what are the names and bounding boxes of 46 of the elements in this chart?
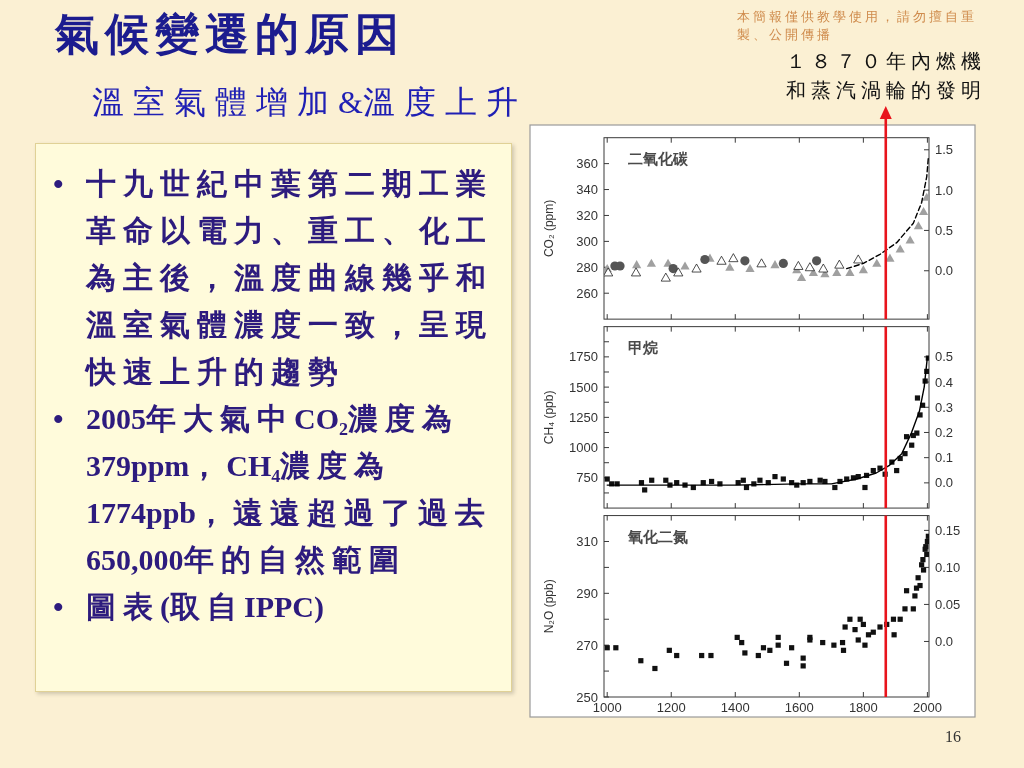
- x-tick-label: 1600: [784, 700, 814, 715]
- y2-tick-label: 0.15: [935, 522, 961, 538]
- y-tick-label: 1500: [569, 379, 598, 395]
- y-tick-label: 320: [576, 208, 598, 224]
- y2-tick-label: 0.0: [935, 634, 954, 650]
- ref-line-label: １８７０年內燃機和蒸汽渦輪的發明: [785, 50, 986, 101]
- y-axis-title: CH₄ (ppb): [542, 390, 556, 445]
- y2-tick-label: 0.3: [935, 399, 954, 415]
- y-tick-label: 270: [576, 637, 598, 653]
- y-tick-label: 1750: [569, 349, 598, 365]
- text: 甲烷: [628, 338, 658, 356]
- y2-tick-label: 0.0: [935, 475, 954, 491]
- text: 氧化二氮: [627, 527, 688, 545]
- x-tick-label: 1800: [848, 700, 878, 715]
- y2-tick-label: 0.1: [935, 450, 954, 466]
- y-tick-label: 1250: [569, 409, 598, 425]
- y2-tick-label: 0.0: [935, 263, 954, 279]
- x-tick-label: 1400: [720, 700, 750, 715]
- y2-tick-label: 0.4: [935, 374, 954, 390]
- y-tick-label: 300: [576, 233, 598, 249]
- y2-tick-label: 1.5: [935, 142, 954, 158]
- x-tick-label: 1000: [592, 700, 622, 715]
- y-tick-label: 310: [576, 534, 598, 550]
- y-tick-label: 280: [576, 259, 598, 275]
- y2-tick-label: 0.05: [935, 596, 961, 612]
- text: 氣候變遷的原因: [55, 10, 405, 59]
- y-axis-title: N₂O (ppb): [542, 579, 556, 634]
- y-axis-title: CO₂ (ppm): [542, 199, 556, 258]
- y2-tick-label: 0.2: [935, 425, 954, 441]
- y-tick-label: 750: [576, 470, 598, 486]
- y2-tick-label: 0.5: [935, 222, 954, 238]
- text: 溫室氣體增加&溫度上升: [92, 84, 527, 120]
- x-tick-label: 2000: [912, 700, 942, 715]
- text: 本簡報僅供教學使用，請勿擅自重製、公開傳播: [737, 9, 977, 42]
- y-tick-label: 260: [576, 285, 598, 301]
- y-tick-label: 340: [576, 182, 598, 198]
- y-tick-label: 290: [576, 585, 598, 601]
- y-tick-label: 360: [576, 156, 598, 172]
- text: 16: [945, 728, 961, 746]
- y2-tick-label: 1.0: [935, 182, 954, 198]
- text: 二氧化碳: [628, 149, 689, 167]
- text: • 十九世紀中葉第二期工業革命以電力、重工、化工為主後，溫度曲線幾乎和溫室氣體濃度一致，呈現快速上升的趨勢: [53, 167, 494, 388]
- x-tick-label: 1200: [656, 700, 686, 715]
- y2-tick-label: 0.5: [935, 349, 954, 365]
- y-tick-label: 1000: [569, 440, 598, 456]
- y2-tick-label: 0.10: [935, 559, 961, 575]
